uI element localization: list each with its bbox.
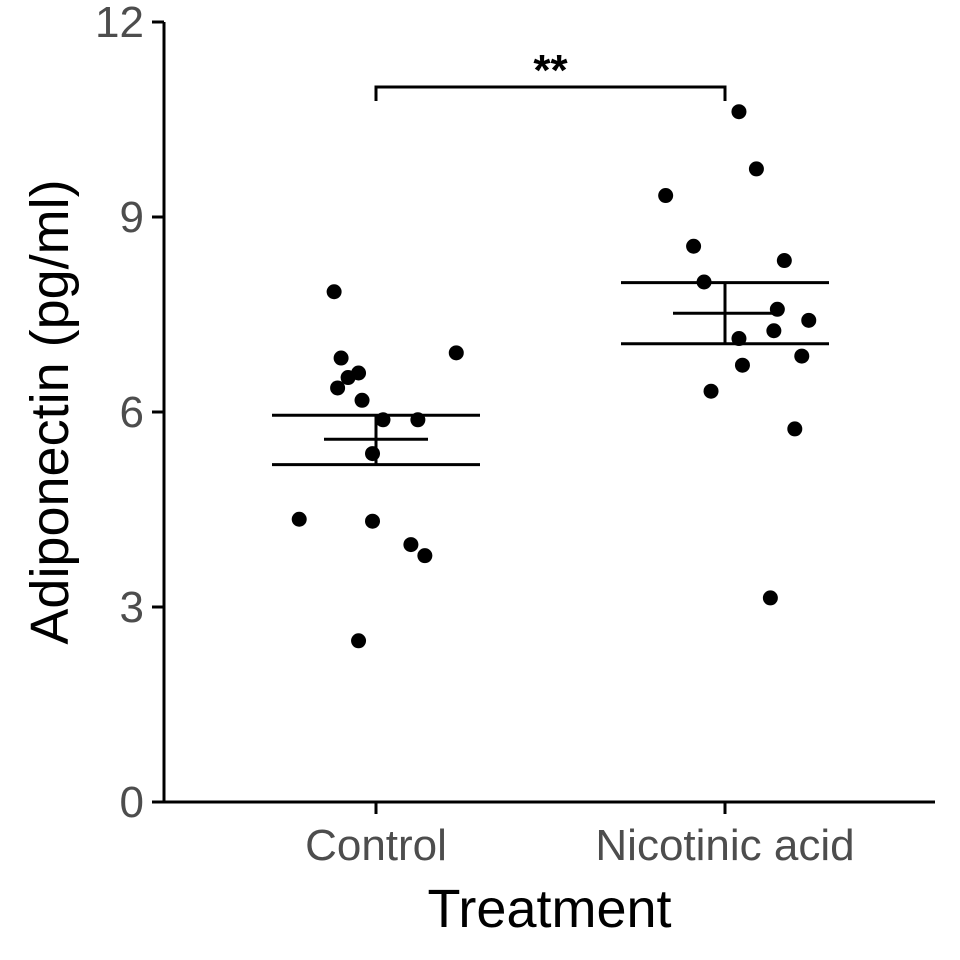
significance-bracket: ** (374, 46, 727, 101)
x-tick-label: Control (305, 821, 447, 870)
data-point (769, 301, 785, 317)
y-ticks: 0 3 6 9 12 (95, 0, 164, 827)
data-point (776, 253, 792, 269)
data-point (731, 104, 747, 120)
data-points (291, 104, 817, 649)
data-point (403, 537, 419, 553)
data-point (734, 357, 750, 373)
x-axis-title: Treatment (427, 879, 671, 939)
y-axis-title: Adiponectin (pg/ml) (20, 179, 80, 644)
y-tick-label: 6 (120, 388, 144, 437)
data-point (333, 350, 349, 366)
y-tick-label: 9 (120, 193, 144, 242)
data-point (351, 365, 367, 381)
significance-label: ** (533, 46, 568, 95)
data-point (658, 188, 674, 204)
summary-bars (272, 281, 829, 467)
data-point (801, 312, 817, 328)
data-point (326, 284, 342, 300)
axes (162, 22, 935, 804)
data-point (766, 323, 782, 339)
y-tick-label: 12 (95, 0, 144, 47)
data-point (365, 513, 381, 529)
x-ticks: Control Nicotinic acid (305, 802, 855, 870)
data-point (375, 412, 391, 428)
data-point (410, 412, 426, 428)
data-point (686, 238, 702, 254)
data-point (762, 590, 778, 606)
x-tick-label: Nicotinic acid (595, 821, 854, 870)
data-point (703, 383, 719, 399)
data-point (448, 345, 464, 361)
data-point (351, 633, 367, 649)
significance-line (374, 85, 727, 101)
y-tick-label: 3 (120, 583, 144, 632)
data-point (696, 274, 712, 290)
data-point (365, 446, 381, 462)
data-point (417, 548, 433, 564)
data-point (330, 380, 346, 396)
data-point (731, 331, 747, 347)
data-point (291, 511, 307, 527)
data-point (748, 161, 764, 177)
data-point (787, 421, 803, 437)
data-point (354, 392, 370, 408)
data-point (794, 348, 810, 364)
y-tick-label: 0 (120, 778, 144, 827)
